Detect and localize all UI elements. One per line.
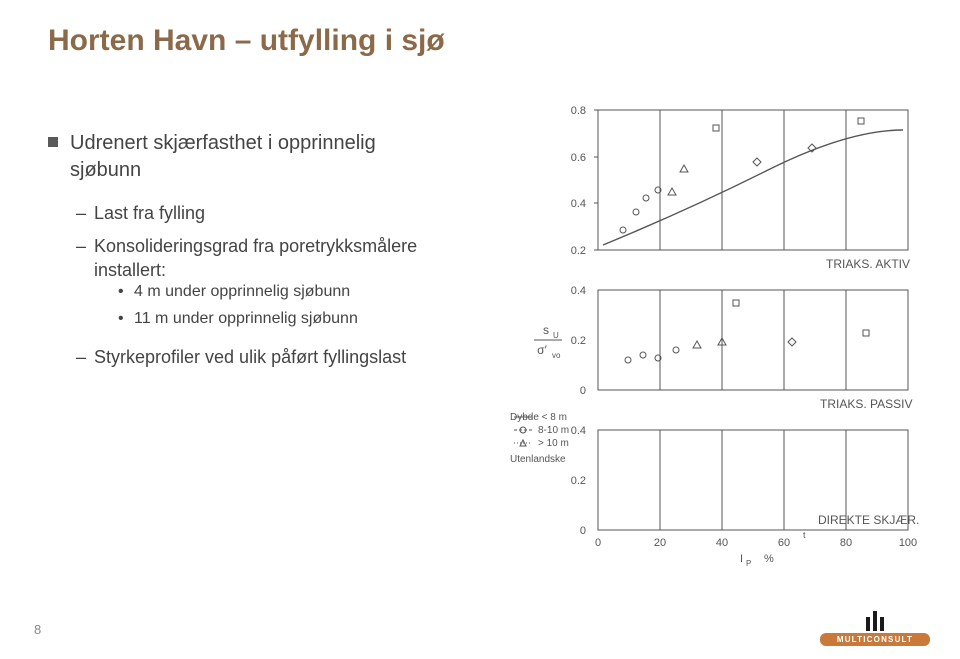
bullet-level2-item: – Last fra fylling (76, 202, 448, 225)
logo-bars-icon (820, 611, 930, 631)
bullet-level3-item: • 4 m under opprinnelig sjøbunn (118, 282, 448, 303)
chart-figure: 0.8 0.6 0.4 0.2 TRIAKS. AKTIV 0.4 0.2 0 … (508, 100, 928, 580)
legend-line: Utenlandske (510, 454, 566, 465)
panel-label: TRIAKS. PASSIV (820, 397, 912, 411)
bullet-level2-text: Konsolideringsgrad fra poretrykksmålere … (94, 235, 448, 282)
content-block: Udrenert skjærfasthet i opprinnelig sjøb… (48, 130, 448, 379)
ytick: 0.4 (571, 425, 586, 437)
logo-text: MULTICONSULT (820, 633, 930, 646)
xtick: 80 (840, 537, 852, 549)
legend-line: 8-10 m (538, 425, 569, 436)
xtick: 100 (899, 537, 917, 549)
ylabel-num-sub: U (553, 331, 559, 340)
xtick: 20 (654, 537, 666, 549)
bullet-level2-text: Styrkeprofiler ved ulik påført fyllingsl… (94, 346, 406, 369)
bullet-level1: Udrenert skjærfasthet i opprinnelig sjøb… (48, 130, 448, 184)
bullet-level3-item: • 11 m under opprinnelig sjøbunn (118, 309, 448, 330)
bullet-level1-text: Udrenert skjærfasthet i opprinnelig sjøb… (70, 130, 448, 184)
legend-line: > 10 m (538, 438, 569, 449)
ytick: 0.2 (571, 475, 586, 487)
bullet-level3-text: 4 m under opprinnelig sjøbunn (134, 282, 350, 303)
bullet-square-icon (48, 137, 58, 147)
brand-logo: MULTICONSULT (820, 611, 930, 641)
xlabel-t: t (803, 530, 806, 540)
xtick: 60 (778, 537, 790, 549)
dash-icon: – (76, 235, 94, 258)
xtick: 0 (595, 537, 601, 549)
ytick: 0.8 (571, 105, 586, 117)
ytick: 0.2 (571, 335, 586, 347)
xtick: 40 (716, 537, 728, 549)
ylabel-den: σ′ (537, 343, 547, 357)
dash-icon: – (76, 346, 94, 369)
ytick: 0.4 (571, 198, 586, 210)
dot-icon: • (118, 309, 134, 330)
bullet-level2-item: – Styrkeprofiler ved ulik påført fylling… (76, 346, 448, 369)
panel-label: TRIAKS. AKTIV (826, 257, 910, 271)
ylabel-num: s (543, 323, 549, 337)
dash-icon: – (76, 202, 94, 225)
ytick: 0.4 (571, 285, 586, 297)
ytick: 0.2 (571, 245, 586, 257)
bullet-level2-group: – Last fra fylling – Konsolideringsgrad … (76, 202, 448, 369)
panel-label: DIREKTE SKJÆR. (818, 513, 919, 527)
dot-icon: • (118, 282, 134, 303)
ytick: 0.6 (571, 152, 586, 164)
xlabel: I (740, 553, 743, 565)
bullet-level2-item: – Konsolideringsgrad fra poretrykksmåler… (76, 235, 448, 335)
bullet-level3-group: • 4 m under opprinnelig sjøbunn • 11 m u… (118, 282, 448, 330)
bullet-level2-text: Last fra fylling (94, 202, 205, 225)
page-title: Horten Havn – utfylling i sjø (48, 24, 445, 58)
xlabel-sub: P (746, 559, 751, 568)
ytick: 0 (580, 525, 586, 537)
ylabel-den-sub: vo (552, 351, 561, 360)
xlabel-unit: % (764, 553, 774, 565)
bullet-level3-text: 11 m under opprinnelig sjøbunn (134, 309, 358, 330)
ytick: 0 (580, 385, 586, 397)
page-number: 8 (34, 622, 41, 637)
